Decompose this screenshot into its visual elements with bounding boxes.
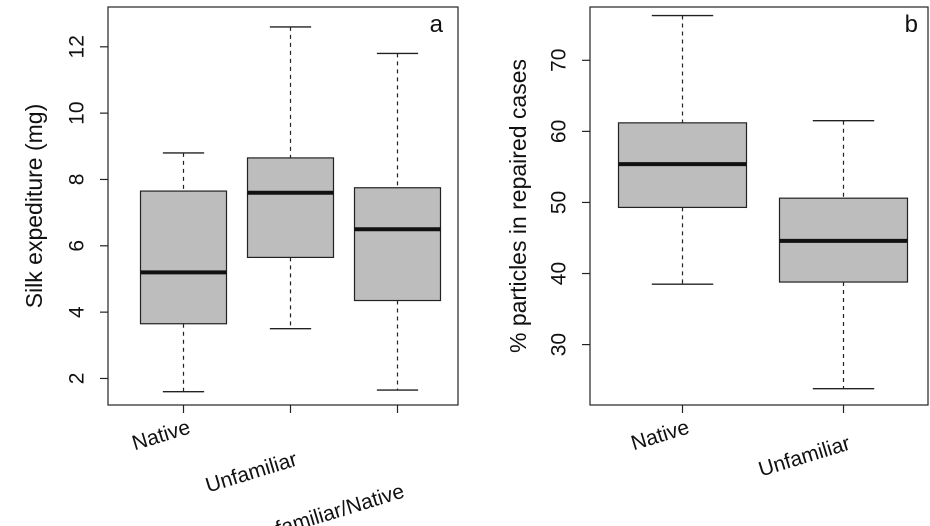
y-tick-label: 60 (548, 120, 571, 143)
box-iqr (353, 187, 442, 302)
chart-panel-a: 2 4 6 8 10 12 Silk expediture (mg) a Native Unfam… (21, 6, 459, 526)
y-tick-label: 30 (548, 333, 571, 356)
y-axis-title: % particles in repaired cases (505, 59, 531, 353)
x-category-label: Native (628, 416, 692, 455)
y-tick-label: 4 (66, 306, 89, 318)
y-axis-title: Silk expediture (mg) (21, 104, 47, 309)
y-tick-label: 10 (66, 101, 89, 124)
x-category-label: Unfamiliar (756, 432, 853, 482)
y-tick-label: 50 (548, 191, 571, 214)
plot-frame (107, 6, 459, 406)
y-tick-label: 8 (66, 174, 89, 186)
x-category-label: Native (129, 416, 193, 455)
chart-panel-b: 30 40 50 60 70 % particles in repaired cases b… (505, 6, 929, 482)
y-tick-label: 40 (548, 262, 571, 285)
y-tick-label: 6 (66, 240, 89, 252)
box-iqr (246, 157, 335, 259)
y-tick-label: 12 (66, 35, 89, 58)
panel-letter: a (430, 11, 444, 38)
y-tick-label: 70 (548, 49, 571, 72)
plot-frame (589, 6, 929, 406)
y-tick-label: 2 (66, 373, 89, 385)
box-iqr (139, 190, 228, 325)
x-category-label: Unfamiliar (203, 448, 300, 498)
x-category-label: Unfamiliar/Native (247, 480, 407, 526)
panel-letter: b (905, 11, 918, 38)
